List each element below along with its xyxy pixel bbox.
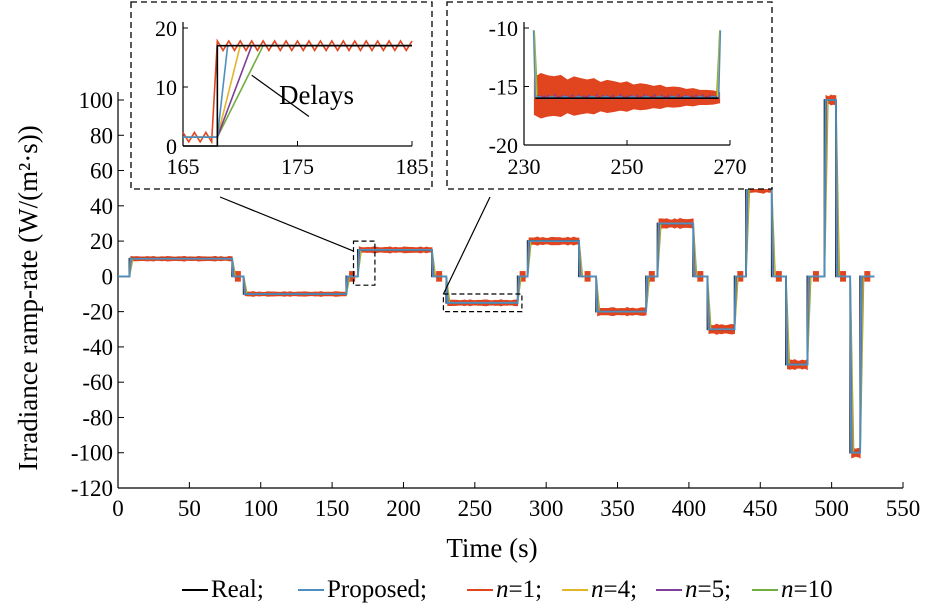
legend-entry-variable: n: [781, 576, 794, 603]
y-tick-label: -80: [82, 405, 113, 430]
legend-entry-text: Proposed;: [327, 576, 427, 603]
inset2-series-n5: [536, 93, 718, 100]
inset1-x-tick-label: 175: [281, 154, 314, 179]
inset-frame: [130, 1, 433, 190]
y-tick-label: 100: [79, 88, 114, 113]
inset1-series-n1: [182, 38, 413, 145]
legend-entry-text: =10: [794, 576, 833, 603]
legend-entry: n=1;: [496, 576, 542, 603]
inset2-y-tick-label: -10: [489, 16, 518, 41]
y-tick-label: -120: [71, 476, 113, 501]
legend-entry: n=10: [781, 576, 833, 603]
x-tick-label: 100: [243, 496, 278, 521]
x-tick-label: 350: [600, 496, 635, 521]
x-tick-label: 200: [386, 496, 421, 521]
inset-zoom-1: 165 175 185 20 10 0 Delays: [155, 16, 429, 179]
y-tick-label: -20: [82, 300, 113, 325]
x-tick-label: 50: [178, 496, 201, 521]
inset1-x-tick-label: 165: [167, 154, 200, 179]
y-tick-label: 40: [90, 194, 113, 219]
inset1-y-tick-label: 10: [155, 75, 177, 100]
y-tick-label: 60: [90, 159, 113, 184]
y-tick-label: 80: [90, 123, 113, 148]
legend-entry: Real;: [211, 576, 264, 603]
y-tick-label: -60: [82, 370, 113, 395]
x-tick-label: 250: [458, 496, 493, 521]
y-tick-label: 20: [90, 229, 113, 254]
inset-zoom-2: 230 250 270 -10 -15 -20: [489, 16, 747, 179]
legend-entry: Proposed;: [327, 576, 427, 603]
x-tick-label: 150: [315, 496, 350, 521]
y-axis-title: Irradiance ramp-rate (W/(m²·s)): [13, 125, 43, 470]
x-tick-label: 0: [112, 496, 124, 521]
main-plot-area: 0 50 100 150 200 250 300 350 400 450 500 5501008060…: [71, 88, 920, 521]
legend-entry-variable: n: [685, 576, 698, 603]
legend-entry-text: =1;: [509, 576, 543, 603]
x-tick-label: 300: [529, 496, 564, 521]
inset2-x-tick-label: 250: [611, 154, 644, 179]
x-tick-label: 500: [814, 496, 849, 521]
inset2-x-tick-label: 230: [508, 154, 541, 179]
y-tick-label: -40: [82, 335, 113, 360]
inset1-x-tick-label: 185: [396, 154, 429, 179]
legend: Real; Proposed; n=1; n=4; n=5; n=10: [182, 576, 833, 603]
zoom-indicators: [130, 1, 773, 313]
y-tick-label: -100: [71, 441, 113, 466]
y-tick-label: 0: [102, 264, 114, 289]
x-axis-title: Time (s): [446, 533, 537, 563]
series-proposed: [118, 99, 875, 454]
inset2-x-tick-label: 270: [714, 154, 747, 179]
inset1-y-tick-label: 20: [155, 16, 177, 41]
x-tick-label: 550: [886, 496, 921, 521]
x-tick-label: 400: [672, 496, 707, 521]
legend-entry: n=4;: [591, 576, 637, 603]
zoom-box: [352, 240, 376, 286]
inset2-y-tick-label: -15: [489, 75, 518, 100]
legend-entry-variable: n: [496, 576, 509, 603]
legend-entry-text: =4;: [604, 576, 638, 603]
zoom-connector: [442, 196, 491, 295]
legend-entry-text: =5;: [698, 576, 732, 603]
x-tick-label: 450: [743, 496, 778, 521]
inset1-y-tick-label: 0: [166, 134, 177, 159]
delays-pointer: [251, 74, 310, 117]
legend-entry-variable: n: [591, 576, 604, 603]
legend-entry-text: Real;: [211, 576, 264, 603]
inset2-y-tick-label: -20: [489, 133, 518, 158]
inset1-series-real: [183, 44, 412, 147]
legend-entry: n=5;: [685, 576, 731, 603]
delays-annotation: Delays: [279, 80, 354, 110]
zoom-connector: [219, 196, 354, 252]
